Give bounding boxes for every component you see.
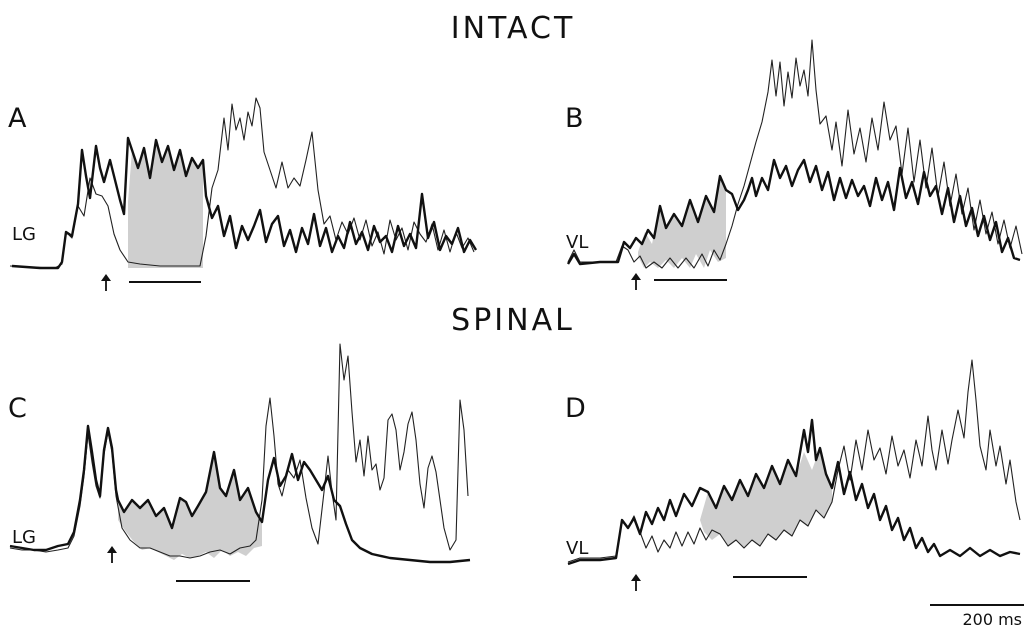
- trace-thin-b: [567, 39, 1023, 269]
- shaded-region-c: [118, 452, 262, 560]
- panel-letter-a: A: [8, 103, 27, 134]
- trace-thick-a: [11, 136, 478, 270]
- muscle-label-c: LG: [12, 527, 36, 548]
- trace-thin-d: [567, 359, 1021, 563]
- scale-bar: 200 ms: [930, 604, 1024, 629]
- panel-b: B VL: [565, 39, 1023, 290]
- panel-letter-d: D: [565, 393, 586, 424]
- up-arrow-icon: [631, 574, 641, 591]
- shaded-region-d: [700, 448, 832, 548]
- up-arrow-icon: [107, 546, 117, 563]
- panel-a: A LG: [8, 97, 478, 291]
- trace-thick-d: [567, 418, 1021, 566]
- panel-d: D VL: [565, 359, 1021, 591]
- scale-bar-label: 200 ms: [962, 610, 1022, 629]
- heading-spinal: SPINAL: [451, 303, 575, 338]
- trace-thick-b: [566, 158, 1021, 266]
- muscle-label-d: VL: [566, 538, 588, 559]
- up-arrow-icon: [631, 273, 641, 290]
- panel-c: C LG: [8, 343, 471, 582]
- muscle-label-a: LG: [12, 224, 36, 245]
- trace-thick-c: [9, 424, 471, 564]
- trace-thin-a: [9, 97, 475, 269]
- muscle-label-b: VL: [566, 232, 588, 253]
- shaded-region-b: [638, 176, 726, 268]
- heading-intact: INTACT: [451, 11, 576, 46]
- panel-letter-c: C: [8, 393, 27, 424]
- panel-letter-b: B: [565, 103, 584, 134]
- up-arrow-icon: [101, 274, 111, 291]
